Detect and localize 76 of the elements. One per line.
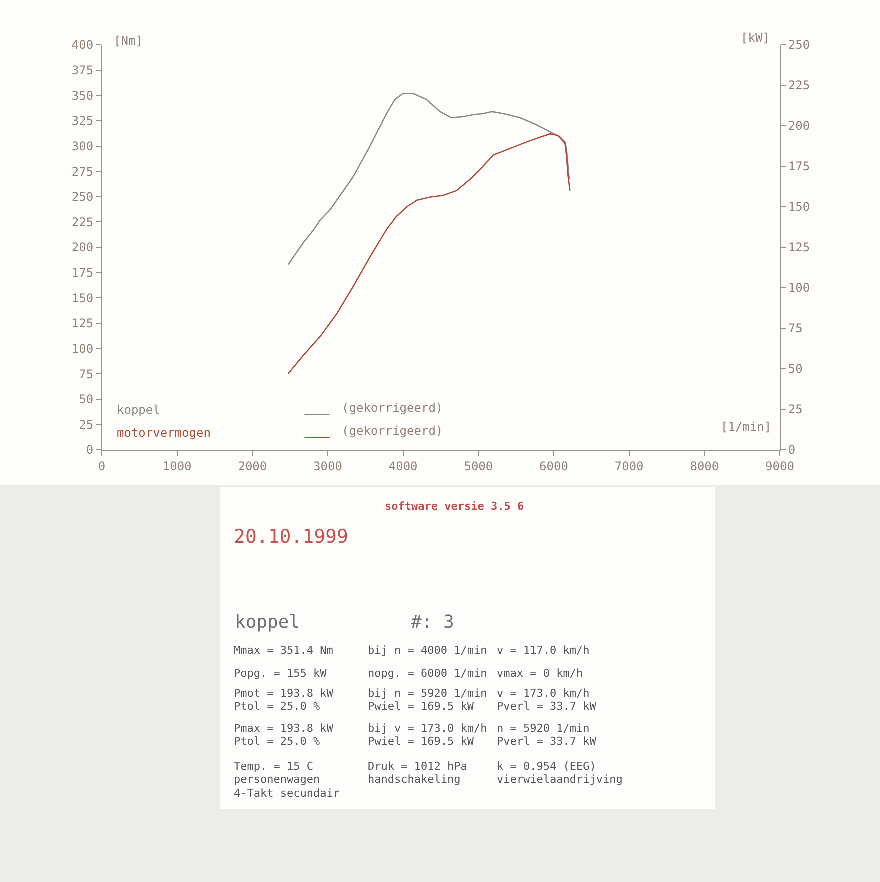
x-tick-label: 4000 [388, 459, 418, 474]
text: bij n = 4000 1/min [368, 644, 488, 657]
text: Temp. = 15 C [234, 760, 314, 773]
x-tick-label: 5000 [464, 459, 494, 474]
line-series [288, 92, 570, 266]
text: #: 3 [411, 612, 454, 633]
y-tick-label: 100 [72, 342, 94, 356]
text: Pverl = 33.7 kW [497, 700, 596, 713]
y2-tick-label: 225 [788, 78, 810, 93]
text: 20.10.1999 [234, 526, 348, 548]
x-tick-label: 3000 [314, 459, 342, 474]
text: vierwielaandrijving [497, 773, 623, 786]
text: k = 0.954 (EEG) [497, 760, 596, 773]
text: Pwiel = 169.5 kW [368, 735, 474, 748]
x-tick-label: 7000 [614, 459, 644, 474]
y-tick-label: 325 [72, 114, 94, 128]
text: nopg. = 6000 1/min [368, 667, 488, 680]
text: n = 5920 1/min [497, 722, 590, 735]
y-tick-label: 300 [72, 139, 94, 154]
y2-tick-label: 150 [788, 200, 810, 214]
text: software versie 3.5 6 [385, 500, 524, 513]
text: v = 173.0 km/h [497, 687, 590, 700]
y2-tick-label: 50 [788, 362, 803, 376]
text: 4-Takt secundair [234, 787, 340, 800]
x-tick-label: 0 [98, 459, 106, 474]
text: personenwagen [234, 773, 320, 786]
x-tick-label: 1000 [162, 459, 192, 474]
x-axis-title: [1/min] [721, 420, 772, 434]
y2-tick-label: 25 [788, 402, 803, 417]
text: bij n = 5920 1/min [368, 687, 488, 700]
y-tick-label: 175 [72, 266, 94, 280]
text: bij v = 173.0 km/h [368, 722, 488, 735]
y-tick-label: 400 [72, 38, 94, 52]
y2-tick-label: 125 [788, 240, 810, 255]
text: handschakeling [368, 773, 461, 786]
y-tick-label: 275 [72, 164, 94, 179]
text: Ptol = 25.0 % [234, 735, 320, 748]
y-tick-label: 125 [72, 316, 94, 331]
y-tick-label: 150 [72, 291, 94, 306]
text: koppel [235, 612, 300, 633]
annotation: (gekorrigeerd) [342, 401, 444, 415]
y2-tick-label: 75 [788, 322, 803, 336]
text: vmax = 0 km/h [497, 667, 584, 680]
x-tick-label: 2000 [238, 459, 268, 474]
y2-tick-label: 175 [788, 160, 810, 174]
text: Pmot = 193.8 kW [234, 687, 334, 700]
text: Druk = 1012 hPa [368, 760, 468, 773]
y2-tick-label: 200 [788, 119, 810, 134]
text: Pverl = 33.7 kW [497, 735, 596, 748]
text: v = 117.0 km/h [497, 644, 590, 657]
text: Pmax = 193.8 kW [234, 722, 334, 735]
line-series [288, 133, 571, 375]
y-tick-label: 225 [72, 215, 94, 230]
text: Popg. = 155 kW [234, 667, 327, 680]
text: motorvermogen [117, 426, 211, 440]
y-tick-label: 200 [72, 240, 94, 255]
y-tick-label: 25 [79, 418, 94, 432]
y2-tick-label: 100 [788, 281, 810, 296]
x-tick-label: 6000 [540, 459, 568, 474]
y-tick-label: 50 [79, 392, 94, 407]
y2-tick-label: 0 [788, 443, 796, 458]
annotation: (gekorrigeerd) [342, 424, 444, 438]
text: koppel [117, 403, 160, 417]
y-tick-label: 375 [72, 64, 94, 78]
x-tick-label: 9000 [766, 459, 794, 474]
text: Ptol = 25.0 % [234, 700, 320, 713]
text: Pwiel = 169.5 kW [368, 700, 474, 713]
y-axis-title: [Nm] [114, 34, 143, 48]
y-tick-label: 250 [72, 190, 94, 204]
y-tick-label: 350 [72, 88, 94, 103]
text: Mmax = 351.4 Nm [234, 644, 334, 657]
y2-tick-label: 250 [788, 38, 810, 52]
x-tick-label: 8000 [690, 459, 720, 474]
y-tick-label: 0 [86, 443, 94, 458]
y2-axis-title: [kW] [741, 31, 770, 45]
y-tick-label: 75 [79, 367, 94, 382]
